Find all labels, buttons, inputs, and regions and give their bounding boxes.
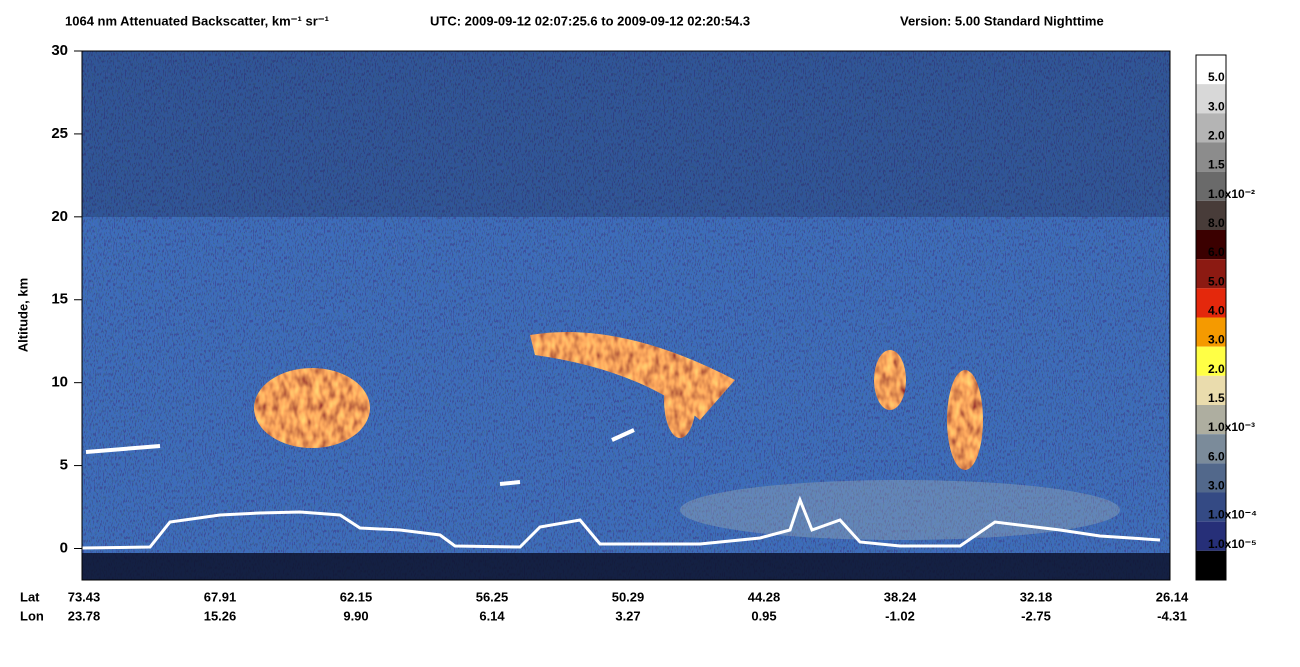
surface-return — [81, 495, 1161, 550]
colorbar-swatch — [1196, 259, 1226, 289]
colorbar-label: 3.0 — [1208, 479, 1225, 493]
x-tick-label: 62.15 — [340, 589, 373, 604]
x-tick-label: -1.02 — [885, 608, 915, 623]
y-tick-label: 30 — [51, 42, 68, 59]
x-tick-label: 73.43 — [68, 589, 101, 604]
colorbar-swatch — [1196, 84, 1226, 114]
backscatter-image — [81, 50, 1171, 581]
colorbar-label: 3.0 — [1208, 333, 1225, 347]
colorbar-swatch — [1196, 346, 1226, 376]
colorbar-label: 1.0x10⁻³ — [1208, 420, 1255, 434]
colorbar-label: 1.0x10⁻⁴ — [1208, 508, 1257, 522]
colorbar-label: 3.0 — [1208, 99, 1225, 113]
colorbar-swatch — [1196, 142, 1226, 172]
upper-layer — [82, 51, 1170, 217]
colorbar-label: 6.0 — [1208, 245, 1225, 259]
x-row-name: Lat — [20, 589, 40, 604]
colorbar-swatch — [1196, 405, 1226, 435]
y-tick-label: 0 — [60, 539, 68, 556]
colorbar-swatch — [1196, 55, 1226, 85]
colorbar-swatch — [1196, 230, 1226, 260]
colorbar-swatch — [1196, 463, 1226, 493]
x-tick-label: 38.24 — [884, 589, 917, 604]
y-tick-label: 10 — [51, 374, 68, 391]
colorbar-swatch — [1196, 550, 1226, 580]
colorbar-label: 1.0x10⁻² — [1208, 187, 1255, 201]
x-tick-label: 15.26 — [204, 608, 237, 623]
y-tick-label: 15 — [51, 291, 68, 308]
cloud — [664, 362, 696, 438]
colorbar-label: 6.0 — [1208, 449, 1225, 463]
colorbar-swatch — [1196, 113, 1226, 143]
cloud — [254, 368, 370, 448]
x-tick-label: 0.95 — [751, 608, 776, 623]
colorbar-label: 5.0 — [1208, 274, 1225, 288]
x-tick-label: 3.27 — [615, 608, 640, 623]
x-tick-label: 56.25 — [476, 589, 509, 604]
version: Version: 5.00 Standard Nighttime — [900, 13, 1104, 28]
cloud — [874, 350, 906, 410]
x-tick-label: 23.78 — [68, 608, 101, 623]
x-tick-label: 50.29 — [612, 589, 645, 604]
time-range: UTC: 2009-09-12 02:07:25.6 to 2009-09-12… — [430, 13, 750, 28]
colorbar-label: 5.0 — [1208, 70, 1225, 84]
colorbar-label: 8.0 — [1208, 216, 1225, 230]
plot-frame — [81, 50, 1171, 581]
colorbar-swatch — [1196, 434, 1226, 464]
colorbar-swatch — [1196, 375, 1226, 405]
x-tick-label: -4.31 — [1157, 608, 1187, 623]
x-tick-label: 26.14 — [1156, 589, 1189, 604]
x-tick-label: 32.18 — [1020, 589, 1053, 604]
x-tick-label: 6.14 — [479, 608, 505, 623]
noise-background — [82, 51, 1170, 580]
colorbar-swatch — [1196, 288, 1226, 318]
colorbar-label: 2.0 — [1208, 129, 1225, 143]
colorbar-swatch — [1196, 171, 1226, 201]
cloud — [947, 370, 983, 470]
x-row-name: Lon — [20, 608, 44, 623]
colorbar-label: 1.5 — [1208, 158, 1225, 172]
x-tick-label: 67.91 — [204, 589, 237, 604]
y-axis-label: Altitude, km — [15, 278, 30, 352]
y-tick-label: 20 — [51, 208, 68, 225]
colorbar-label: 1.0x10⁻⁵ — [1208, 537, 1257, 551]
colorbar-swatch — [1196, 521, 1226, 551]
colorbar-swatch — [1196, 492, 1226, 522]
colorbar-swatch — [1196, 317, 1226, 347]
x-tick-label: 44.28 — [748, 589, 781, 604]
subsurface — [82, 553, 1170, 580]
colorbar-label: 4.0 — [1208, 304, 1225, 318]
y-tick-label: 5 — [60, 457, 68, 474]
colorbar-label: 1.5 — [1208, 391, 1225, 405]
cloud-top — [85, 428, 635, 486]
x-tick-label: -2.75 — [1021, 608, 1051, 623]
colorbar-frame — [1195, 54, 1227, 581]
aerosol-layer — [680, 480, 1120, 540]
colorbar-swatch — [1196, 200, 1226, 230]
y-tick-label: 25 — [51, 125, 68, 142]
x-tick-label: 9.90 — [343, 608, 368, 623]
chart-title: 1064 nm Attenuated Backscatter, km⁻¹ sr⁻… — [65, 13, 329, 28]
colorbar-label: 2.0 — [1208, 362, 1225, 376]
